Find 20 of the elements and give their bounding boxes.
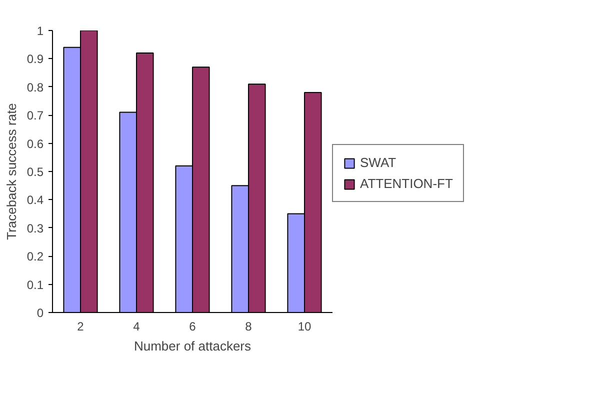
x-tick-label: 6: [189, 320, 196, 334]
y-tick-label: 0.8: [26, 80, 44, 94]
x-tick-label: 4: [133, 320, 140, 334]
y-tick-label: 0.6: [26, 136, 44, 151]
y-tick-label: 0.5: [26, 165, 44, 179]
y-tick-label: 1: [36, 24, 44, 38]
y-tick-label: 0.2: [26, 250, 44, 264]
y-tick-label: 0.3: [26, 221, 44, 236]
x-axis-title: Number of attackers: [134, 338, 252, 354]
y-tick-label: 0.7: [26, 108, 44, 123]
x-tick-label: 8: [245, 320, 252, 334]
y-tick-label: 0.4: [26, 193, 44, 208]
y-tick-label: 0: [36, 306, 44, 320]
legend-label: SWAT: [360, 155, 396, 170]
y-tick-label: 0.1: [26, 278, 44, 292]
legend-label: ATTENTION-FT: [360, 176, 453, 191]
y-axis-title: Traceback success rate: [4, 103, 19, 240]
y-tick-label: 0.9: [26, 52, 44, 66]
x-tick-label: 10: [298, 320, 312, 334]
x-tick-label: 2: [77, 320, 84, 334]
